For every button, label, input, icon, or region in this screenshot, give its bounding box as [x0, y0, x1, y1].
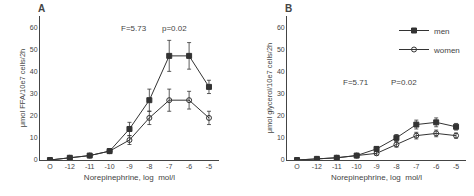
svg-text:women: women — [433, 46, 460, 55]
svg-text:F=5.71: F=5.71 — [343, 78, 369, 87]
svg-text:60: 60 — [30, 24, 38, 31]
svg-text:50: 50 — [277, 46, 285, 53]
svg-text:-11: -11 — [332, 163, 342, 170]
svg-text:-6: -6 — [433, 163, 439, 170]
svg-text:p=0.02: p=0.02 — [162, 24, 187, 33]
svg-text:30: 30 — [277, 90, 285, 97]
svg-text:-5: -5 — [453, 163, 459, 170]
svg-text:60: 60 — [277, 24, 285, 31]
svg-text:Norepinephrine, log mol/l: Norepinephrine, log mol/l — [84, 173, 175, 182]
svg-text:Norepinephrine, log mol/l: Norepinephrine, log mol/l — [331, 173, 422, 182]
svg-text:-7: -7 — [413, 163, 419, 170]
svg-text:P=0.02: P=0.02 — [391, 78, 417, 87]
svg-text:-9: -9 — [373, 163, 379, 170]
svg-text:-8: -8 — [393, 163, 399, 170]
svg-text:-6: -6 — [186, 163, 192, 170]
svg-text:-12: -12 — [65, 163, 75, 170]
svg-text:0: 0 — [281, 156, 285, 163]
svg-text:30: 30 — [30, 90, 38, 97]
svg-text:10: 10 — [30, 134, 38, 141]
svg-text:F=5.73: F=5.73 — [121, 24, 147, 33]
svg-text:-11: -11 — [85, 163, 95, 170]
svg-text:40: 40 — [277, 68, 285, 75]
svg-text:0: 0 — [34, 156, 38, 163]
svg-text:-10: -10 — [105, 163, 115, 170]
svg-text:μmol glycerol/10e7 cells/2h: μmol glycerol/10e7 cells/2h — [265, 43, 274, 134]
svg-text:-8: -8 — [146, 163, 152, 170]
svg-text:O: O — [47, 163, 53, 170]
svg-text:-9: -9 — [126, 163, 132, 170]
svg-text:men: men — [434, 27, 450, 36]
svg-text:-5: -5 — [206, 163, 212, 170]
svg-text:-10: -10 — [352, 163, 362, 170]
svg-text:20: 20 — [277, 112, 285, 119]
svg-text:40: 40 — [30, 68, 38, 75]
svg-text:O: O — [294, 163, 300, 170]
svg-text:-12: -12 — [312, 163, 322, 170]
svg-text:-7: -7 — [166, 163, 172, 170]
svg-text:μmol FFA/10e7 cells/2h: μmol FFA/10e7 cells/2h — [18, 49, 27, 128]
svg-text:A: A — [38, 3, 45, 14]
svg-text:50: 50 — [30, 46, 38, 53]
svg-text:20: 20 — [30, 112, 38, 119]
svg-text:10: 10 — [277, 134, 285, 141]
svg-text:B: B — [285, 3, 292, 14]
